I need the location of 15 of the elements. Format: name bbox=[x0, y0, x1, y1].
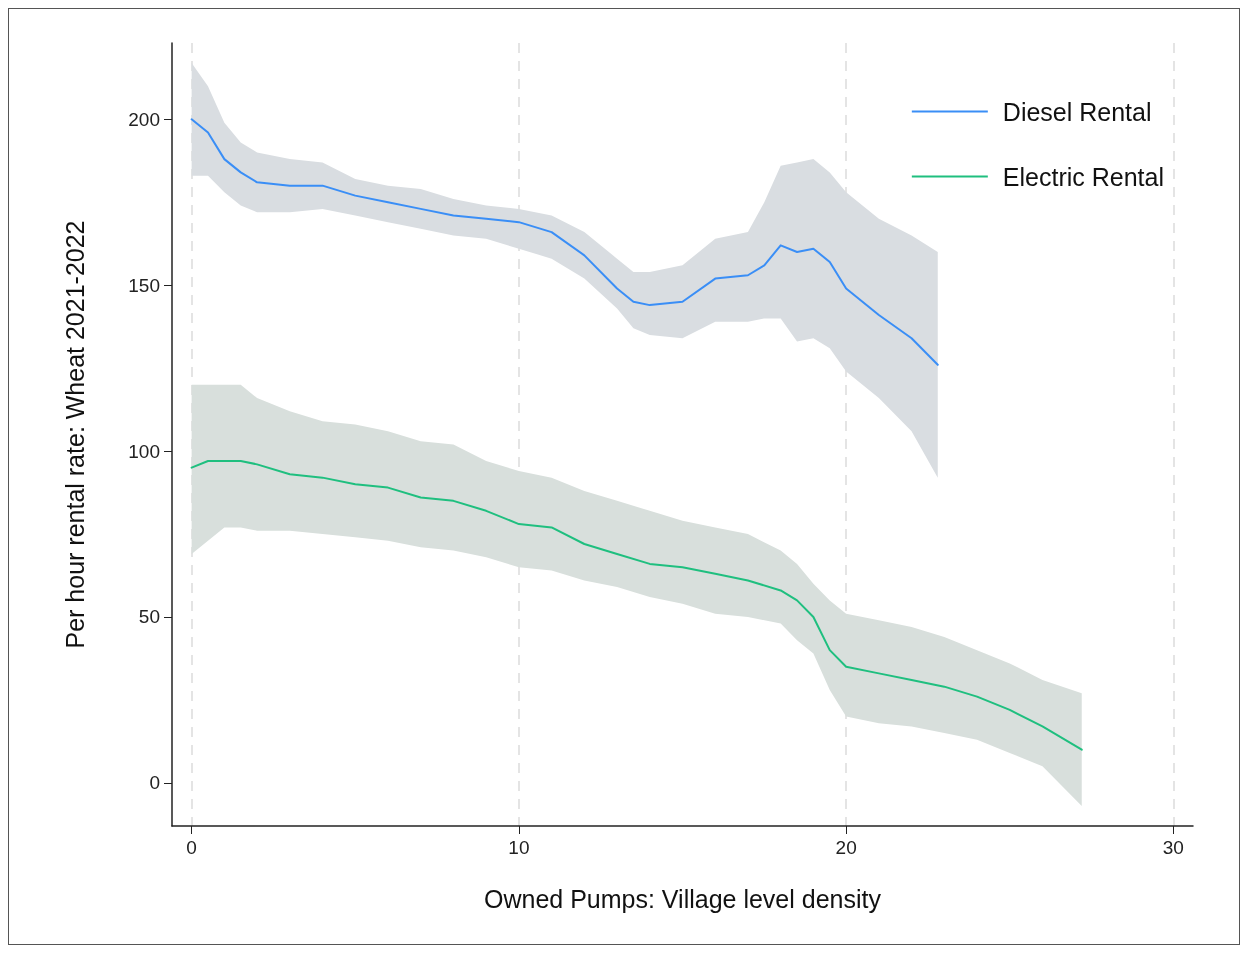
y-tick-label: 50 bbox=[138, 606, 160, 628]
x-tick-label: 10 bbox=[508, 837, 530, 858]
line-series bbox=[190, 118, 939, 366]
legend-label: Diesel Rental bbox=[1002, 97, 1152, 126]
x-tick-label: 0 bbox=[186, 837, 197, 858]
y-tick-label: 100 bbox=[128, 440, 160, 462]
line-series bbox=[190, 460, 1083, 751]
y-tick-label: 0 bbox=[149, 772, 160, 794]
x-tick-label: 20 bbox=[835, 837, 857, 858]
y-tick-label: 200 bbox=[128, 108, 160, 130]
x-tick-label: 30 bbox=[1162, 837, 1184, 858]
x-axis-title: Owned Pumps: Village level density bbox=[484, 884, 882, 913]
y-axis-title: Per hour rental rate: Wheat 2021-2022 bbox=[60, 220, 89, 649]
legend-label: Electric Rental bbox=[1002, 162, 1164, 191]
y-tick-label: 150 bbox=[128, 274, 160, 296]
